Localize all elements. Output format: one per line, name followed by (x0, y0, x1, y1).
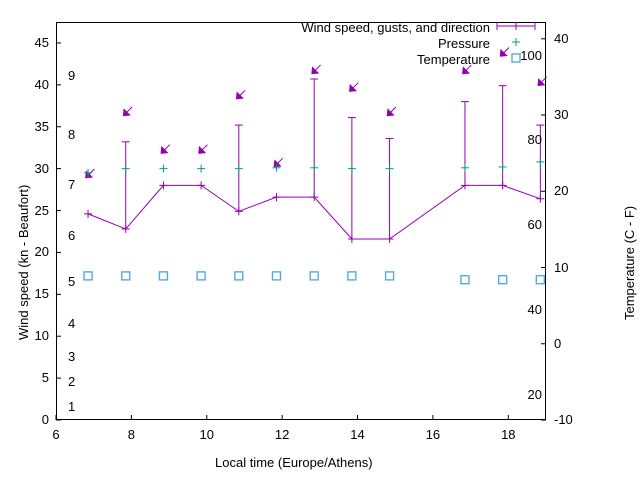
y-left-tick-label: 25 (34, 202, 49, 218)
x-tick-label: 14 (350, 427, 365, 442)
y-left-tick-label: 0 (41, 412, 49, 427)
legend-label-wind: Wind speed, gusts, and direction (301, 20, 490, 35)
plot-area (56, 22, 546, 420)
x-tick-label: 18 (501, 427, 516, 442)
x-tick-label: 12 (274, 427, 290, 442)
fahrenheit-label: 100 (520, 47, 542, 63)
fahrenheit-label: 20 (527, 386, 542, 402)
x-tick-label: 16 (425, 427, 441, 442)
y-left-tick-label: 35 (34, 118, 49, 134)
fahrenheit-label: 40 (527, 302, 542, 318)
beaufort-label: 6 (68, 227, 76, 243)
fahrenheit-label: 60 (527, 216, 542, 232)
beaufort-label: 8 (68, 127, 76, 143)
beaufort-label: 5 (68, 273, 76, 289)
legend-label-temperature: Temperature (417, 52, 490, 67)
y-right-tick-label: 30 (554, 107, 569, 123)
beaufort-label: 2 (68, 374, 76, 390)
y-right-tick-label: 40 (554, 30, 569, 46)
x-axis-title: Local time (Europe/Athens) (215, 455, 373, 470)
y-axis-right-title: Temperature (C - F) (622, 205, 637, 320)
beaufort-label: 9 (68, 68, 76, 84)
y-left-tick-label: 15 (34, 286, 49, 302)
y-left-tick-label: 30 (34, 160, 49, 176)
beaufort-label: 7 (68, 177, 76, 193)
x-tick-label: 10 (199, 427, 214, 442)
beaufort-label: 1 (68, 399, 76, 415)
fahrenheit-label: 80 (527, 132, 542, 148)
x-tick-label: 6 (52, 427, 60, 442)
y-left-tick-label: 20 (34, 244, 49, 260)
y-right-tick-label: -10 (554, 412, 573, 427)
legend-label-pressure: Pressure (437, 36, 490, 51)
y-left-tick-label: 10 (34, 328, 49, 344)
y-right-tick-label: 10 (554, 259, 569, 275)
y-right-tick-label: 20 (554, 183, 569, 199)
beaufort-label: 4 (68, 315, 76, 331)
y-left-tick-label: 45 (34, 34, 49, 50)
y-axis-left-title: Wind speed (kn - Beaufort) (16, 184, 31, 340)
y-right-tick-label: 0 (554, 335, 562, 351)
y-left-tick-label: 5 (41, 370, 49, 386)
beaufort-label: 3 (68, 349, 76, 365)
x-tick-label: 8 (127, 427, 135, 442)
y-left-tick-label: 40 (34, 76, 49, 92)
